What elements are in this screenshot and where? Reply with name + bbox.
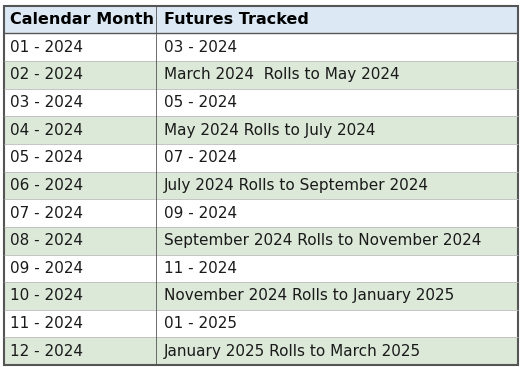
Bar xyxy=(4,88,518,116)
Bar xyxy=(4,144,518,171)
Text: July 2024 Rolls to September 2024: July 2024 Rolls to September 2024 xyxy=(163,178,429,193)
Text: 09 - 2024: 09 - 2024 xyxy=(163,206,236,221)
Text: 04 - 2024: 04 - 2024 xyxy=(10,123,84,138)
Text: Calendar Month: Calendar Month xyxy=(10,12,155,27)
Text: 07 - 2024: 07 - 2024 xyxy=(163,150,236,165)
Text: 07 - 2024: 07 - 2024 xyxy=(10,206,84,221)
Text: 09 - 2024: 09 - 2024 xyxy=(10,261,84,276)
Text: 11 - 2024: 11 - 2024 xyxy=(10,316,84,331)
Text: 10 - 2024: 10 - 2024 xyxy=(10,288,84,304)
Text: 01 - 2025: 01 - 2025 xyxy=(163,316,236,331)
Text: November 2024 Rolls to January 2025: November 2024 Rolls to January 2025 xyxy=(163,288,454,304)
Text: 02 - 2024: 02 - 2024 xyxy=(10,67,84,82)
Bar xyxy=(4,227,518,254)
Text: March 2024  Rolls to May 2024: March 2024 Rolls to May 2024 xyxy=(163,67,399,82)
Text: 03 - 2024: 03 - 2024 xyxy=(10,95,84,110)
Bar xyxy=(4,199,518,227)
Text: 05 - 2024: 05 - 2024 xyxy=(163,95,236,110)
Bar xyxy=(4,33,518,61)
Text: September 2024 Rolls to November 2024: September 2024 Rolls to November 2024 xyxy=(163,233,481,248)
Text: 08 - 2024: 08 - 2024 xyxy=(10,233,84,248)
Bar xyxy=(4,254,518,282)
Text: 01 - 2024: 01 - 2024 xyxy=(10,40,84,55)
Bar xyxy=(4,6,518,33)
Text: 03 - 2024: 03 - 2024 xyxy=(163,40,236,55)
Bar xyxy=(4,61,518,88)
Bar xyxy=(4,116,518,144)
Text: May 2024 Rolls to July 2024: May 2024 Rolls to July 2024 xyxy=(163,123,375,138)
Text: January 2025 Rolls to March 2025: January 2025 Rolls to March 2025 xyxy=(163,344,421,359)
Text: 11 - 2024: 11 - 2024 xyxy=(163,261,236,276)
Bar xyxy=(4,310,518,338)
Bar xyxy=(4,171,518,199)
Text: Futures Tracked: Futures Tracked xyxy=(163,12,309,27)
Text: 06 - 2024: 06 - 2024 xyxy=(10,178,84,193)
Text: 05 - 2024: 05 - 2024 xyxy=(10,150,84,165)
Text: 12 - 2024: 12 - 2024 xyxy=(10,344,84,359)
Bar xyxy=(4,282,518,310)
Bar xyxy=(4,338,518,365)
